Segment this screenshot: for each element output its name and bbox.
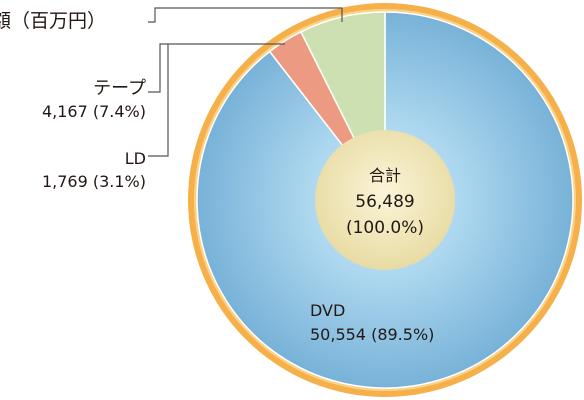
- total-label: 合計: [368, 166, 401, 185]
- leader-line-tape: [148, 43, 285, 93]
- total-value: 56,489: [355, 192, 415, 212]
- ld-share-label: (3.1%): [92, 172, 146, 191]
- chart-title: 額（百万円）: [0, 10, 107, 32]
- ld-value-label: 1,769: [41, 172, 88, 191]
- dvd-share-label: (89.5%): [371, 325, 435, 344]
- leader-line-ld: [148, 44, 169, 157]
- leader-lines: [148, 7, 343, 157]
- leader-line-title: [148, 7, 343, 23]
- center-disc: [315, 130, 455, 270]
- legend-tape-value: 4,167 (7.4%): [0, 102, 146, 122]
- tape-value-label: 4,167: [41, 102, 88, 121]
- dvd-value-label-group: 50,554 (89.5%): [310, 325, 434, 345]
- dvd-name-label: DVD: [310, 301, 346, 320]
- legend-ld-value: 1,769 (3.1%): [0, 172, 146, 192]
- legend-tape-name: テープ: [93, 78, 146, 99]
- total-share: (100.0%): [345, 218, 425, 238]
- legend-ld-name: LD: [124, 149, 146, 168]
- tape-share-label: (7.4%): [92, 102, 146, 121]
- dvd-value-label: 50,554: [310, 325, 366, 344]
